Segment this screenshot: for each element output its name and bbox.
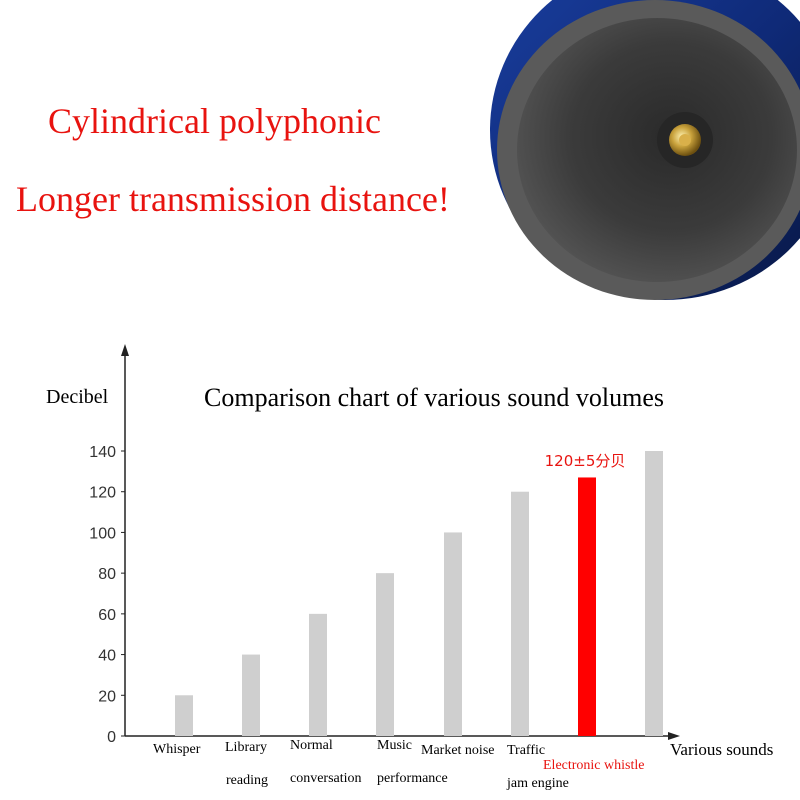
- x-tick-label: jam engine: [507, 776, 569, 791]
- bar: [175, 695, 193, 736]
- x-tick-label: reading: [226, 773, 268, 788]
- bar: [309, 613, 327, 736]
- bar: [376, 573, 394, 736]
- y-axis-label: Decibel: [46, 386, 109, 408]
- x-axis-title: Various sounds: [670, 740, 774, 759]
- y-axis-arrow: [121, 344, 129, 356]
- y-tick-label: 60: [98, 607, 116, 624]
- chart-title: Comparison chart of various sound volume…: [204, 383, 664, 412]
- bar: [242, 654, 260, 736]
- x-tick-label: Market noise: [421, 743, 495, 758]
- x-tick-label: Normal: [290, 738, 333, 753]
- x-tick-label: Music: [377, 738, 412, 753]
- y-tick-label: 140: [89, 444, 116, 461]
- y-tick-label: 100: [89, 525, 116, 542]
- y-tick-label: 120: [89, 485, 116, 502]
- x-tick-label: Traffic: [507, 743, 546, 758]
- bar-annotation: 120±5分贝: [545, 452, 626, 470]
- y-tick-label: 80: [98, 566, 116, 583]
- x-tick-label: Library: [225, 740, 267, 755]
- y-tick-label: 0: [107, 729, 116, 746]
- headline-line-1: Cylindrical polyphonic: [48, 101, 381, 141]
- x-tick-label: performance: [377, 771, 448, 786]
- bar: [511, 491, 529, 736]
- x-tick-label: conversation: [290, 771, 362, 786]
- x-axis-arrow: [668, 732, 680, 740]
- y-tick-label: 20: [98, 688, 116, 705]
- x-tick-label: Whisper: [153, 742, 201, 757]
- x-tick-label: Electronic whistle: [543, 758, 645, 773]
- bar-highlight: [578, 477, 596, 736]
- headline-line-2: Longer transmission distance!: [16, 179, 450, 219]
- bar: [444, 532, 462, 736]
- y-tick-label: 40: [98, 648, 116, 665]
- cylindrical-whistle-photo: [490, 0, 800, 300]
- bar: [645, 451, 663, 736]
